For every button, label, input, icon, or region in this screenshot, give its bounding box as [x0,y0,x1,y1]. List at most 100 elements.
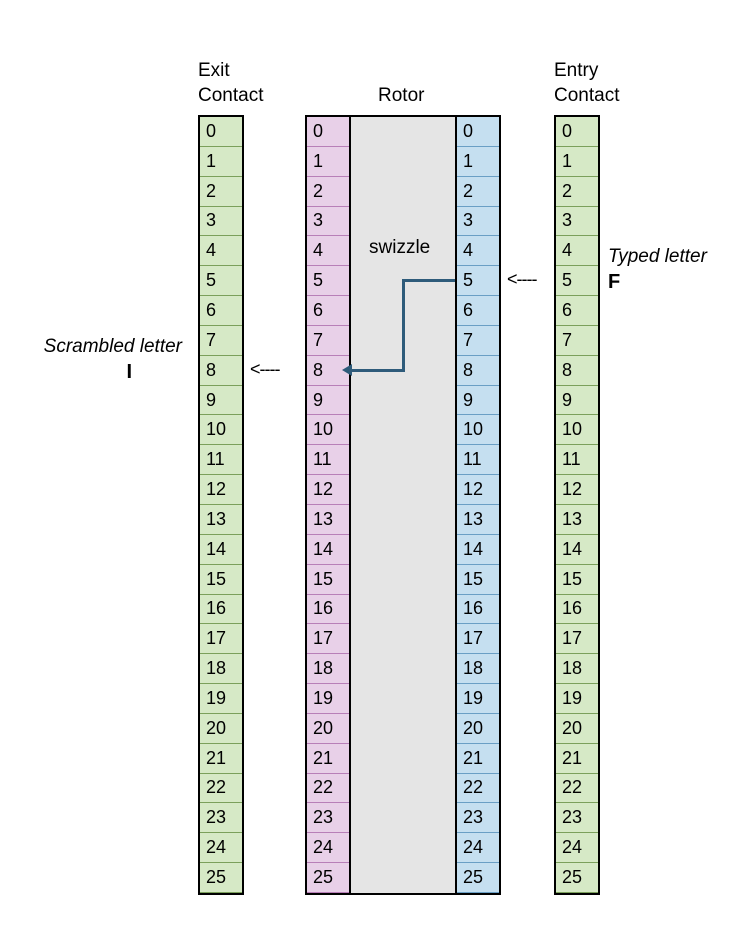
cell: 0 [556,117,598,147]
cell: 14 [556,535,598,565]
cell: 24 [556,833,598,863]
cell: 9 [307,386,349,416]
cell: 13 [556,505,598,535]
cell: 15 [200,565,242,595]
cell: 10 [200,415,242,445]
cell: 24 [200,833,242,863]
cell: 24 [457,833,499,863]
cell: 0 [307,117,349,147]
cell: 19 [307,684,349,714]
cell: 0 [200,117,242,147]
cell: 23 [457,803,499,833]
cell: 4 [307,236,349,266]
cell: 1 [200,147,242,177]
dashed-arrow-exit: <---- [250,359,280,380]
cell: 9 [556,386,598,416]
cell: 6 [307,296,349,326]
cell: 12 [307,475,349,505]
cell: 4 [457,236,499,266]
dashed-arrow-entry: <---- [507,269,537,290]
cell: 15 [457,565,499,595]
swizzle-label: swizzle [369,237,430,259]
cell: 22 [200,774,242,804]
cell: 9 [200,386,242,416]
swizzle-box [351,115,455,895]
cell: 21 [556,744,598,774]
rotor-header: Rotor [378,85,424,107]
cell: 25 [457,863,499,893]
cell: 10 [457,415,499,445]
cell: 3 [200,207,242,237]
cell: 19 [200,684,242,714]
cell: 2 [200,177,242,207]
cell: 24 [307,833,349,863]
exit-contact-column: 0123456789101112131415161718192021222324… [198,115,244,895]
cell: 4 [556,236,598,266]
cell: 17 [307,624,349,654]
rotor-right-column: 0123456789101112131415161718192021222324… [455,115,501,895]
cell: 9 [457,386,499,416]
cell: 22 [307,774,349,804]
cell: 5 [307,266,349,296]
cell: 18 [457,654,499,684]
path-arrowhead [342,364,352,376]
cell: 20 [200,714,242,744]
cell: 14 [457,535,499,565]
cell: 14 [200,535,242,565]
cell: 1 [457,147,499,177]
cell: 17 [200,624,242,654]
typed-letter: F [608,271,620,294]
cell: 8 [457,356,499,386]
entry-header-1: Entry [554,60,598,82]
cell: 8 [200,356,242,386]
entry-contact-column: 0123456789101112131415161718192021222324… [554,115,600,895]
cell: 17 [556,624,598,654]
cell: 11 [200,445,242,475]
path-segment [351,369,405,372]
cell: 21 [457,744,499,774]
cell: 12 [200,475,242,505]
cell: 18 [556,654,598,684]
cell: 20 [307,714,349,744]
cell: 20 [457,714,499,744]
cell: 18 [200,654,242,684]
cell: 5 [556,266,598,296]
cell: 16 [556,595,598,625]
path-segment [403,279,455,282]
cell: 14 [307,535,349,565]
cell: 19 [556,684,598,714]
cell: 11 [556,445,598,475]
cell: 7 [457,326,499,356]
cell: 0 [457,117,499,147]
cell: 3 [457,207,499,237]
exit-header-1: Exit [198,60,230,82]
exit-header-2: Contact [198,85,263,107]
cell: 2 [307,177,349,207]
cell: 6 [556,296,598,326]
cell: 2 [556,177,598,207]
cell: 18 [307,654,349,684]
cell: 3 [307,207,349,237]
scrambled-letter: I [126,361,132,384]
cell: 4 [200,236,242,266]
cell: 23 [556,803,598,833]
cell: 6 [457,296,499,326]
cell: 15 [307,565,349,595]
cell: 21 [200,744,242,774]
cell: 22 [457,774,499,804]
cell: 17 [457,624,499,654]
cell: 5 [200,266,242,296]
cell: 15 [556,565,598,595]
cell: 25 [200,863,242,893]
rotor-left-column: 0123456789101112131415161718192021222324… [305,115,351,895]
cell: 1 [307,147,349,177]
cell: 6 [200,296,242,326]
scrambled-label: Scrambled letter [44,336,182,358]
cell: 10 [556,415,598,445]
cell: 5 [457,266,499,296]
cell: 11 [457,445,499,475]
cell: 7 [556,326,598,356]
cell: 13 [307,505,349,535]
cell: 23 [307,803,349,833]
cell: 21 [307,744,349,774]
